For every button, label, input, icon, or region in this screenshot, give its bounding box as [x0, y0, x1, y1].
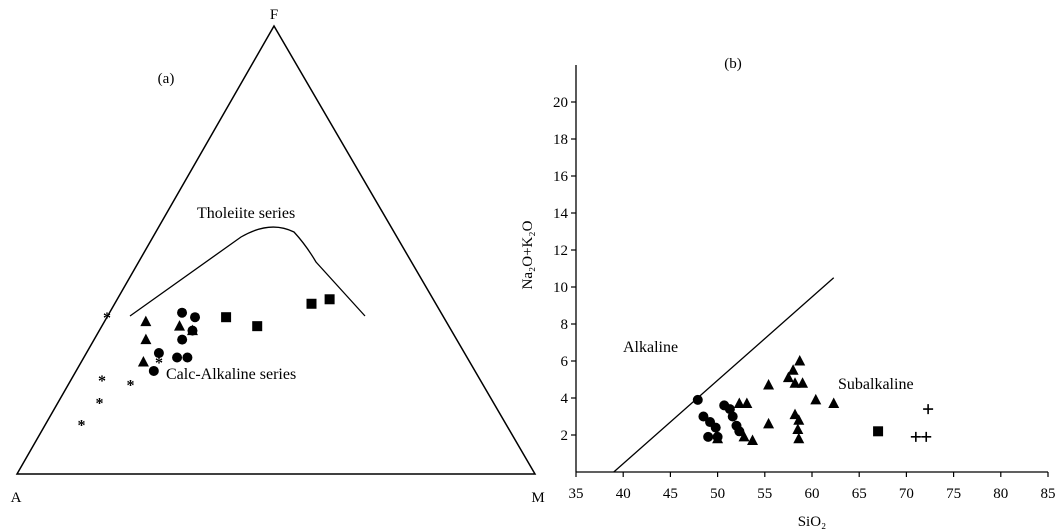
afm-point-triangle-1	[137, 356, 149, 367]
tas-point-plus-1	[923, 404, 934, 415]
x-tick-label-55: 55	[757, 486, 772, 502]
afm-point-asterisk-2: *	[96, 395, 104, 412]
tas-point-triangle-2	[733, 397, 745, 409]
afm-point-circle-5	[187, 325, 198, 336]
tas-point-square-1	[873, 426, 884, 437]
y-tick-label-14: 14	[553, 206, 569, 222]
tas-point-triangle-5	[747, 434, 759, 446]
field-label-alkaline: Alkaline	[623, 339, 678, 356]
tas-point-triangle-18	[793, 432, 805, 444]
tas-point-circle-4	[710, 422, 721, 433]
ternary-data-points: * * * * * *	[78, 294, 335, 435]
y-tick-label-6: 6	[561, 354, 569, 370]
afm-point-triangle-4	[174, 320, 186, 331]
tas-point-circle-1	[692, 394, 703, 405]
tas-point-triangle-12	[797, 377, 809, 388]
x-tick-label-85: 85	[1041, 486, 1056, 502]
afm-point-circle-6	[190, 312, 201, 323]
afm-point-triangle-2	[140, 333, 152, 345]
tas-point-triangle-4	[738, 430, 750, 442]
tas-point-plus-3	[921, 431, 932, 442]
afm-point-circle-2	[153, 348, 164, 359]
x-tick-label-75: 75	[946, 486, 961, 502]
y-tick-label-2: 2	[561, 428, 569, 444]
afm-point-circle-8	[182, 352, 193, 363]
afm-point-circle-3	[172, 352, 183, 363]
afm-point-square-3	[306, 298, 317, 309]
y-tick-label-20: 20	[553, 95, 568, 111]
afm-point-asterisk-3: *	[98, 373, 106, 390]
x-tick-label-45: 45	[663, 486, 678, 502]
afm-point-circle-1	[148, 365, 159, 376]
tas-point-triangle-1	[712, 432, 724, 444]
tas-point-triangle-13	[810, 393, 822, 405]
tas-point-triangle-6	[763, 379, 775, 390]
afm-point-square-1	[221, 312, 232, 323]
y-tick-label-12: 12	[553, 243, 568, 259]
tas-point-triangle-14	[828, 397, 840, 409]
afm-point-circle-7	[177, 307, 188, 318]
tas-point-triangle-17	[792, 423, 804, 434]
tas-point-circle-8	[727, 411, 738, 422]
afm-point-asterisk-6: *	[155, 355, 163, 372]
tas-point-triangle-11	[789, 377, 801, 388]
tas-point-triangle-16	[793, 414, 805, 425]
field-label-subalkaline: Subalkaline	[838, 376, 914, 393]
afm-point-asterisk-1: *	[78, 418, 86, 435]
y-tick-label-4: 4	[561, 391, 569, 407]
tas-point-triangle-7	[763, 417, 775, 429]
tas-point-triangle-10	[794, 355, 806, 366]
field-label-calc-alkaline: Calc-Alkaline series	[166, 366, 296, 383]
afm-point-asterisk-4: *	[103, 310, 111, 327]
afm-triangle	[15, 24, 537, 475]
tas-point-triangle-3	[741, 397, 753, 409]
afm-point-triangle-3	[140, 315, 152, 327]
y-tick-label-8: 8	[561, 317, 569, 333]
y-tick-label-16: 16	[553, 169, 569, 185]
y-tick-label-10: 10	[553, 280, 568, 296]
y-tick-label-18: 18	[553, 132, 568, 148]
afm-point-circle-4	[177, 334, 188, 345]
x-tick-label-70: 70	[899, 486, 914, 502]
tas-point-circle-5	[703, 431, 714, 442]
tholeiite-calc-alkaline-boundary	[129, 226, 366, 317]
tas-point-triangle-9	[787, 364, 799, 375]
panel-b-tas-diagram: (b) 35 40 45 50 55 60 65 70 75 80 85 2 4 6 8 10 12 14 16 18…	[520, 56, 1056, 530]
x-tick-label-80: 80	[993, 486, 1008, 502]
y-axis-label: Na₂O+K₂O	[520, 220, 536, 289]
tas-point-triangle-8	[782, 371, 794, 383]
tas-point-circle-2	[698, 411, 709, 422]
afm-point-square-4	[324, 294, 335, 305]
x-tick-label-35: 35	[569, 486, 584, 502]
vertex-label-m: M	[531, 490, 544, 506]
x-tick-label-50: 50	[710, 486, 725, 502]
alkaline-subalkaline-divider	[613, 277, 835, 473]
tas-data-points	[692, 355, 934, 446]
vertex-label-f: F	[270, 7, 278, 23]
panel-label-a: (a)	[158, 71, 175, 87]
panel-a-afm-diagram: F A M (a) Tholeiite series Calc-Alkaline…	[11, 7, 545, 506]
afm-point-square-2	[252, 321, 263, 332]
tas-point-plus-2	[910, 431, 921, 442]
x-tick-label-60: 60	[805, 486, 820, 502]
x-axis-label: SiO₂	[798, 514, 827, 530]
tas-ticks: 35 40 45 50 55 60 65 70 75 80 85 2 4 6 8 10 12 14 16 18 20	[553, 95, 1056, 502]
x-tick-label-40: 40	[616, 486, 631, 502]
tas-point-circle-10	[734, 426, 745, 437]
afm-point-asterisk-5: *	[127, 377, 135, 394]
field-label-tholeiite: Tholeiite series	[197, 205, 295, 222]
x-tick-label-65: 65	[852, 486, 867, 502]
vertex-label-a: A	[11, 490, 22, 506]
panel-label-b: (b)	[724, 56, 742, 72]
